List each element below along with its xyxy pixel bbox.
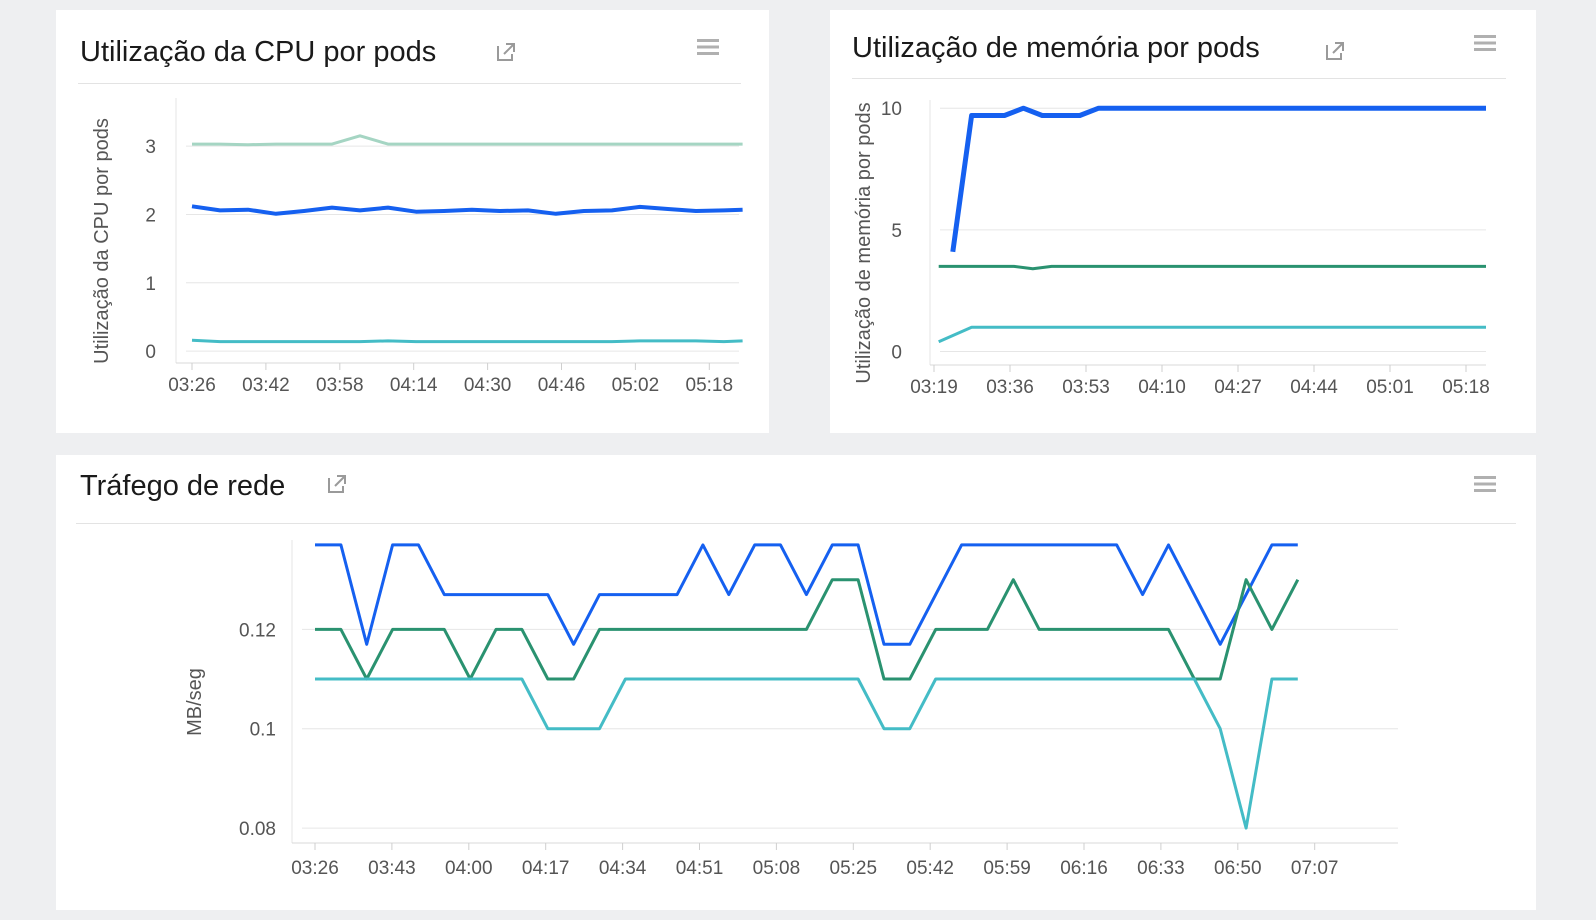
y-axis-title: Utilização de memória por pods: [853, 102, 875, 383]
x-tick-label: 06:50: [1214, 858, 1262, 879]
y-tick-label: 10: [881, 99, 902, 120]
y-tick-label: 0.12: [239, 620, 276, 641]
hamburger-menu-icon[interactable]: [1474, 475, 1496, 493]
y-tick-label: 0.08: [239, 819, 276, 840]
external-link-icon[interactable]: [495, 41, 517, 63]
x-tick-label: 06:33: [1137, 858, 1185, 879]
x-tick-label: 04:10: [1138, 377, 1186, 398]
y-tick-label: 0.1: [250, 720, 276, 741]
x-tick-label: 05:42: [906, 858, 954, 879]
x-tick-label: 04:27: [1214, 377, 1262, 398]
series-line-3: [191, 338, 743, 344]
x-tick-label: 05:01: [1366, 377, 1414, 398]
network-line-chart: 0.08 0.1 0.12 03:26 03:43 04:00 04:17 04:34 04:5…: [184, 540, 1398, 879]
y-tick-label: 1: [145, 274, 156, 295]
panel-title: Tráfego de rede: [80, 470, 286, 502]
series-line-1: [192, 134, 743, 147]
x-tick-label: 06:16: [1060, 858, 1108, 879]
series-line-2: [938, 264, 1486, 271]
cpu-line-chart: 0 1 2 3 03:26 03:42 03:58 04:14 04:30 04:46 05:02 0…: [91, 98, 743, 396]
x-tick-label: 07:07: [1291, 858, 1339, 879]
title-divider: [76, 523, 1516, 524]
x-tick-label: 03:26: [291, 858, 339, 879]
panel-title: Utilização de memória por pods: [852, 32, 1260, 64]
x-tick-label: 03:36: [986, 377, 1034, 398]
series-line-2: [191, 204, 743, 216]
y-tick-label: 2: [145, 205, 156, 226]
x-tick-label: 05:59: [983, 858, 1031, 879]
external-link-icon[interactable]: [1324, 40, 1346, 62]
y-tick-label: 3: [145, 137, 156, 158]
x-tick-label: 04:44: [1290, 377, 1338, 398]
x-tick-label: 05:18: [1442, 377, 1490, 398]
title-divider: [852, 78, 1506, 79]
y-axis-title: MB/seg: [184, 668, 206, 736]
y-tick-label: 0: [145, 342, 156, 363]
series-line-1: [315, 543, 1298, 646]
y-tick-label: 5: [891, 221, 902, 242]
x-tick-label: 04:46: [538, 375, 586, 396]
title-divider: [78, 83, 741, 84]
network-chart-panel: Tráfego de rede 0.08 0.1 0.12 03:26 03:43 04:…: [56, 455, 1536, 910]
hamburger-menu-icon[interactable]: [697, 38, 719, 56]
x-tick-label: 03:43: [368, 858, 416, 879]
x-tick-label: 03:26: [168, 375, 216, 396]
x-tick-label: 03:19: [910, 377, 958, 398]
series-line-2: [315, 578, 1300, 681]
x-tick-label: 04:34: [599, 858, 647, 879]
hamburger-menu-icon[interactable]: [1474, 34, 1496, 52]
series-line-3: [315, 677, 1298, 830]
y-axis-title: Utilização da CPU por pods: [91, 118, 113, 364]
x-tick-label: 04:17: [522, 858, 570, 879]
memory-chart-panel: Utilização de memória por pods 0 5 10 03:19…: [830, 10, 1536, 433]
x-tick-label: 04:00: [445, 858, 493, 879]
x-tick-label: 04:30: [464, 375, 512, 396]
x-tick-label: 05:18: [686, 375, 734, 396]
series-line-1: [950, 105, 1486, 253]
external-link-icon[interactable]: [326, 473, 348, 495]
x-tick-label: 03:58: [316, 375, 364, 396]
series-line-3: [938, 325, 1486, 344]
x-tick-label: 04:14: [390, 375, 438, 396]
panel-title: Utilização da CPU por pods: [80, 36, 437, 68]
x-tick-label: 03:42: [242, 375, 290, 396]
x-tick-label: 05:08: [753, 858, 801, 879]
y-tick-label: 0: [891, 342, 902, 363]
x-tick-label: 05:25: [830, 858, 878, 879]
x-tick-label: 03:53: [1062, 377, 1110, 398]
x-tick-label: 05:02: [612, 375, 660, 396]
cpu-chart-panel: Utilização da CPU por pods 0 1 2 3 03:26 03:4…: [56, 10, 769, 433]
memory-line-chart: 0 5 10 03:19 03:36 03:53 04:10 04:27 04:44 05:01 0…: [853, 99, 1490, 398]
x-tick-label: 04:51: [676, 858, 724, 879]
